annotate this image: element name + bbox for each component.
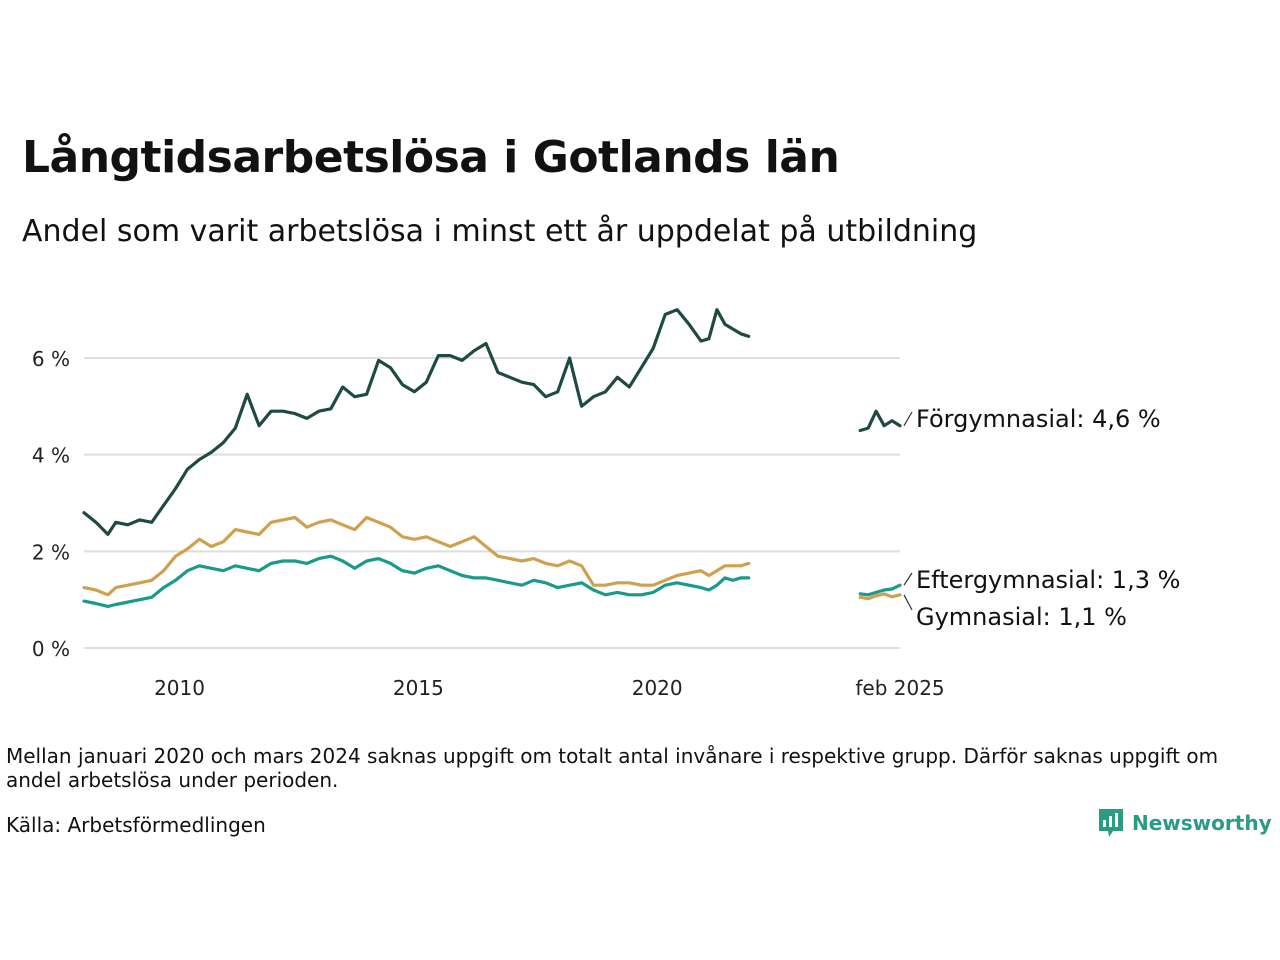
- line-chart: 0 % 2 % 4 % 6 % 2010 2015 2020 feb 2025 Förgym…: [32, 308, 1180, 700]
- grid-lines: [84, 357, 900, 649]
- newsworthy-logo: Newsworthy: [1098, 808, 1272, 838]
- series-gymnasial: [82, 515, 902, 601]
- label-leader-line: [903, 411, 913, 426]
- x-tick-label: 2020: [632, 676, 683, 700]
- brand-name: Newsworthy: [1132, 811, 1272, 835]
- label-leader-line: [903, 572, 913, 586]
- x-axis-ticks: 2010 2015 2020 feb 2025: [154, 676, 945, 700]
- x-tick-label: 2015: [393, 676, 444, 700]
- series-end-labels: Förgymnasial: 4,6 % Eftergymnasial: 1,3 %…: [903, 405, 1180, 631]
- chart-title: Långtidsarbetslösa i Gotlands län: [22, 132, 840, 183]
- chart-subtitle: Andel som varit arbetslösa i minst ett å…: [22, 214, 978, 249]
- series-eftergymnasial: [82, 554, 902, 609]
- series-line: [82, 554, 751, 609]
- series-förgymnasial: [82, 308, 902, 537]
- series-line: [858, 592, 902, 601]
- x-tick-label: feb 2025: [855, 676, 944, 700]
- series-line: [82, 308, 751, 537]
- source-text: Källa: Arbetsförmedlingen: [6, 813, 266, 837]
- y-tick-label: 0 %: [32, 637, 70, 661]
- footnote: Mellan januari 2020 och mars 2024 saknas…: [6, 744, 1219, 792]
- series-end-label: Eftergymnasial: 1,3 %: [916, 566, 1180, 594]
- series-lines: [82, 308, 902, 609]
- y-tick-label: 2 %: [32, 540, 70, 564]
- y-tick-label: 6 %: [32, 347, 70, 371]
- bar-chart-icon: [1099, 809, 1123, 837]
- series-end-label: Gymnasial: 1,1 %: [916, 603, 1127, 631]
- series-end-label: Förgymnasial: 4,6 %: [916, 405, 1161, 433]
- series-line: [858, 409, 902, 433]
- x-tick-label: 2010: [154, 676, 205, 700]
- series-line: [82, 515, 751, 597]
- y-tick-label: 4 %: [32, 444, 70, 468]
- series-line: [858, 583, 902, 597]
- label-leader-line: [903, 594, 913, 611]
- y-axis-ticks: 0 % 2 % 4 % 6 %: [32, 347, 70, 661]
